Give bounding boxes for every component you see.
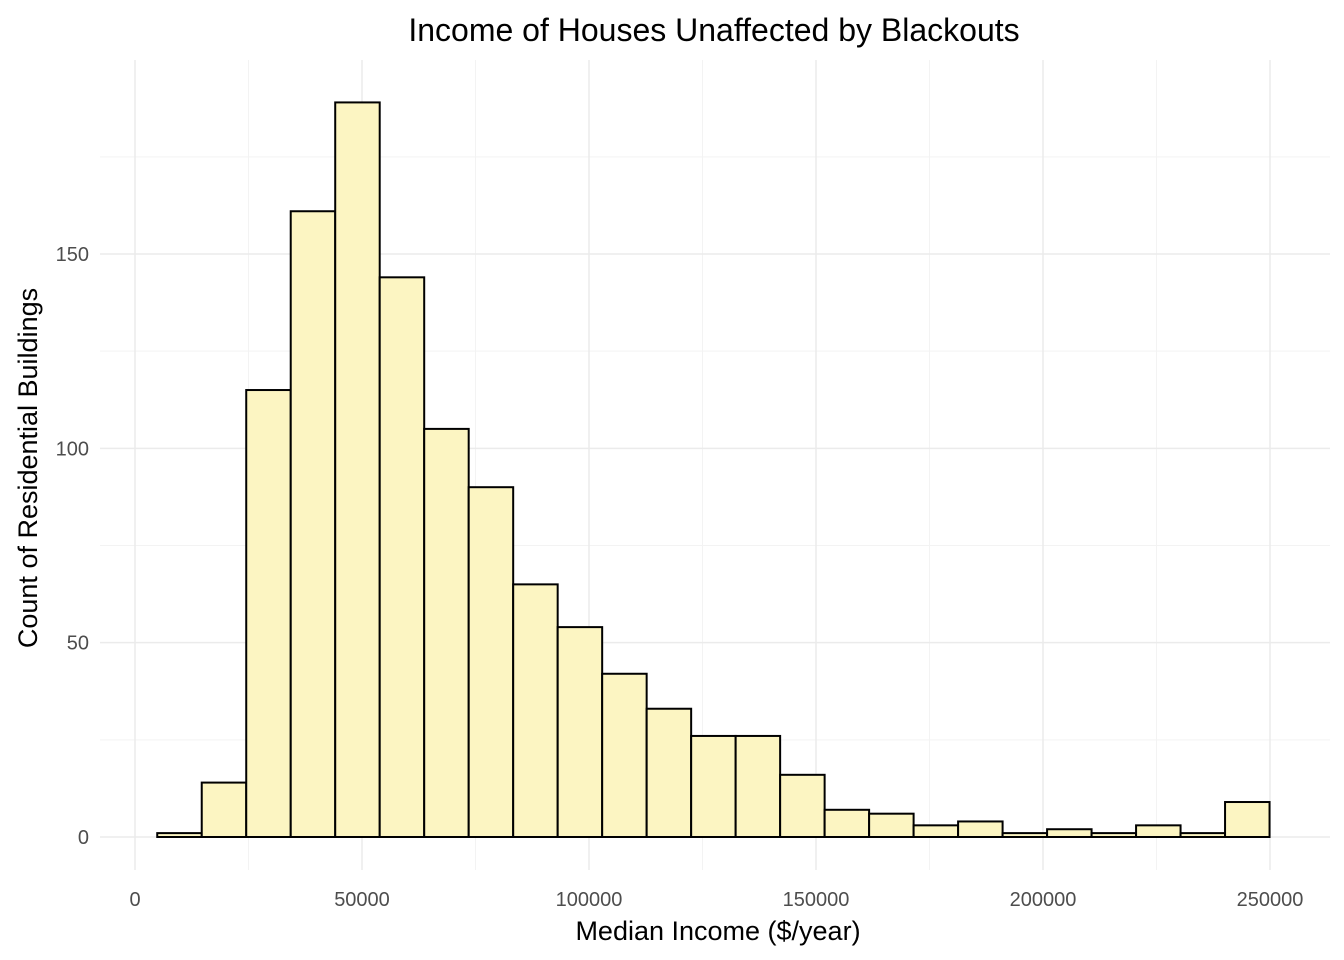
histogram-bar	[467, 486, 515, 838]
x-tick-label: 100000	[556, 889, 623, 911]
histogram-bar	[378, 276, 426, 838]
y-axis-label: Count of Residential Buildings	[13, 288, 43, 648]
x-axis-label: Median Income ($/year)	[575, 916, 860, 946]
histogram-bar	[289, 210, 337, 839]
histogram-bar	[645, 707, 693, 838]
x-tick-label: 250000	[1237, 889, 1304, 911]
histogram-bar	[245, 389, 292, 838]
histogram-bar	[334, 101, 381, 839]
x-tick-label: 200000	[1010, 889, 1077, 911]
x-tick-label: 50000	[334, 889, 390, 911]
histogram-bar	[823, 808, 871, 839]
histogram-bar	[1001, 832, 1049, 839]
y-axis-ticks: 0 50 100 150	[56, 244, 89, 849]
histogram-bar	[1135, 824, 1182, 839]
histogram-bar	[779, 773, 826, 839]
histogram-bar	[423, 427, 470, 838]
y-tick-label: 0	[78, 827, 89, 849]
histogram-bar	[690, 734, 737, 838]
histogram-bar	[512, 583, 559, 838]
histogram-bar	[912, 824, 960, 839]
x-axis-ticks: 0 50000 100000 150000 200000 250000	[129, 889, 1303, 911]
x-tick-label: 0	[129, 889, 140, 911]
y-tick-label: 100	[56, 438, 89, 460]
histogram-bar	[1224, 801, 1271, 839]
histogram-bar	[156, 832, 203, 839]
histogram-bar	[1046, 828, 1093, 839]
histogram-bars	[156, 101, 1271, 839]
histogram-bar	[1090, 832, 1138, 839]
histogram-bar	[734, 734, 782, 838]
x-tick-label: 150000	[783, 889, 850, 911]
histogram-bar	[957, 820, 1004, 838]
histogram-bar	[556, 626, 604, 838]
y-tick-label: 50	[67, 633, 89, 655]
histogram-bar	[868, 812, 915, 838]
y-tick-label: 150	[56, 244, 89, 266]
histogram-bar	[601, 672, 648, 839]
chart-title: Income of Houses Unaffected by Blackouts	[408, 12, 1019, 48]
histogram-bar	[1179, 832, 1227, 839]
histogram-bar	[200, 781, 248, 839]
